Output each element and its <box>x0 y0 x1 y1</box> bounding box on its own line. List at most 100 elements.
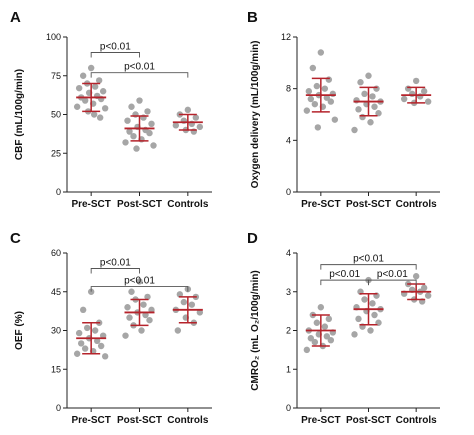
data-point <box>353 97 360 104</box>
group-post-sct <box>122 278 155 339</box>
data-point <box>130 133 137 140</box>
data-point <box>77 340 85 347</box>
y-tick-label: 0 <box>286 403 291 413</box>
data-point <box>361 296 368 303</box>
significance-bracket: p<0.01 <box>320 254 417 270</box>
data-point <box>140 301 147 308</box>
panel-letter: D <box>247 230 258 247</box>
data-point <box>148 306 155 314</box>
data-point <box>369 300 376 307</box>
data-point <box>375 110 382 117</box>
group-controls <box>400 77 432 107</box>
y-tick-label: 60 <box>51 248 61 258</box>
group-pre-sct <box>73 288 109 360</box>
data-point <box>97 342 105 350</box>
data-point <box>327 336 335 344</box>
data-point <box>351 331 358 338</box>
y-tick-label: 45 <box>51 287 61 297</box>
bracket-line <box>90 52 140 58</box>
data-point <box>420 88 428 95</box>
significance-bracket: p<0.01 <box>320 269 369 286</box>
significance-bracket: p<0.01 <box>368 269 417 286</box>
y-tick-label: 0 <box>56 403 61 413</box>
data-point <box>128 103 135 110</box>
data-point <box>408 90 416 98</box>
data-point <box>93 337 101 345</box>
y-tick-label: 50 <box>51 110 61 120</box>
data-point <box>83 324 91 332</box>
data-point <box>424 292 432 299</box>
group-pre-sct <box>73 64 109 121</box>
data-point <box>307 95 315 103</box>
data-point <box>122 139 129 146</box>
data-point <box>311 100 319 108</box>
significance-bracket: p<0.01 <box>90 62 189 78</box>
data-point <box>329 90 337 98</box>
data-point <box>126 128 133 135</box>
data-point <box>400 95 408 103</box>
data-point <box>122 332 129 339</box>
y-tick-label: 0 <box>286 187 291 197</box>
y-tick-label: 8 <box>286 84 291 94</box>
y-axis-label: CMRO₂ (mL O₂/100g/min) <box>250 270 261 390</box>
y-tick-label: 3 <box>286 287 291 297</box>
data-point <box>142 311 149 319</box>
data-point <box>172 122 180 129</box>
data-point <box>313 319 321 326</box>
bracket-line <box>90 72 189 78</box>
data-point <box>90 111 98 118</box>
bracket-line <box>368 279 417 286</box>
y-axis-label: CBF (mL/100g/min) <box>14 69 25 160</box>
data-point <box>317 49 325 56</box>
significance-bracket: p<0.01 <box>90 258 140 274</box>
data-point <box>192 114 200 121</box>
data-point <box>412 273 420 280</box>
data-point <box>325 76 333 83</box>
data-point <box>144 108 151 115</box>
data-point <box>128 288 135 295</box>
group-controls <box>172 285 204 334</box>
bracket-line <box>320 264 417 270</box>
x-tick-label: Controls <box>396 199 438 210</box>
panel-letter: B <box>247 9 258 26</box>
y-tick-label: 1 <box>286 364 291 374</box>
p-value-label: p<0.01 <box>124 62 155 73</box>
data-point <box>99 332 107 339</box>
y-tick-label: 15 <box>51 364 61 374</box>
data-point <box>184 106 192 114</box>
x-tick-label: Pre-SCT <box>71 415 110 426</box>
data-point <box>412 77 420 85</box>
p-value-label: p<0.01 <box>100 258 131 269</box>
data-point <box>126 314 133 321</box>
bracket-line <box>90 268 140 274</box>
group-pre-sct <box>303 49 339 131</box>
data-point <box>327 98 335 105</box>
data-point <box>188 301 196 308</box>
y-tick-label: 75 <box>51 71 61 81</box>
data-point <box>87 288 95 295</box>
data-point <box>371 103 378 110</box>
data-point <box>91 83 99 90</box>
x-tick-label: Pre-SCT <box>301 415 340 426</box>
data-point <box>133 145 140 152</box>
data-point <box>404 85 412 92</box>
group-controls <box>172 106 204 135</box>
data-point <box>369 93 376 100</box>
y-tick-label: 4 <box>286 248 291 258</box>
data-point <box>91 327 99 334</box>
data-point <box>323 94 331 101</box>
data-point <box>355 315 362 323</box>
data-point <box>73 103 81 110</box>
data-point <box>146 316 153 324</box>
data-point <box>321 85 329 92</box>
group-post-sct <box>351 276 384 338</box>
x-tick-label: Controls <box>396 415 438 426</box>
bracket-line <box>90 286 189 292</box>
panel-letter: C <box>10 230 21 247</box>
data-point <box>87 64 95 72</box>
p-value-label: p<0.01 <box>377 269 408 280</box>
panel-d: D 0 1 2 3 4 CMRO₂ (mL O₂/100g/min) Pre-SCT Post-… <box>247 230 440 426</box>
data-point <box>196 309 204 316</box>
significance-bracket: p<0.01 <box>90 276 189 292</box>
